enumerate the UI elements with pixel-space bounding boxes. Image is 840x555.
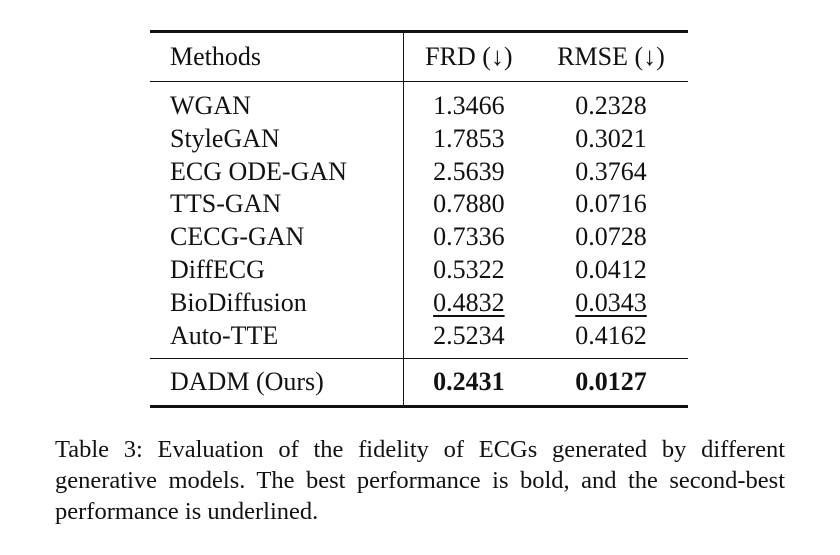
frd-cell: 0.5322 (433, 254, 505, 284)
method-cell: CECG-GAN (150, 221, 404, 254)
table-row: ECG ODE-GAN 2.5639 0.3764 (150, 155, 688, 189)
table-body: WGAN 1.3466 0.2328 StyleGAN 1.7853 0.302… (150, 81, 688, 359)
method-cell: StyleGAN (150, 122, 404, 156)
frd-cell: 2.5639 (433, 156, 505, 186)
table-row: WGAN 1.3466 0.2328 (150, 81, 688, 123)
rmse-cell: 0.0716 (575, 189, 647, 219)
rmse-value-underlined: 0.0343 (575, 287, 647, 317)
results-table: Methods FRD (↓) RMSE (↓) WGAN 1.3466 0.2… (150, 30, 688, 408)
method-cell: Auto-TTE (150, 319, 404, 359)
frd-cell: 0.7336 (433, 222, 505, 252)
rmse-cell: 0.3021 (575, 123, 647, 153)
frd-value-underlined: 0.4832 (433, 287, 505, 317)
table-row: DiffECG 0.5322 0.0412 (150, 253, 688, 287)
table-row: CECG-GAN 0.7336 0.0728 (150, 221, 688, 254)
header-frd: FRD (↓) (425, 41, 513, 71)
header-methods: Methods (150, 31, 404, 82)
rmse-cell: 0.4162 (575, 320, 647, 350)
table-row: BioDiffusion 0.4832 0.0343 (150, 286, 688, 320)
rmse-cell: 0.0728 (575, 222, 647, 252)
method-cell: WGAN (150, 81, 404, 123)
header-rmse: RMSE (↓) (557, 41, 665, 71)
frd-cell: 1.3466 (433, 91, 505, 120)
results-table-container: Methods FRD (↓) RMSE (↓) WGAN 1.3466 0.2… (150, 30, 688, 408)
frd-cell-second-best: 0.4832 (403, 287, 534, 320)
ours-section: DADM (Ours) 0.2431 0.0127 (150, 358, 688, 407)
table-row: StyleGAN 1.7853 0.3021 (150, 122, 688, 156)
table-row: TTS-GAN 0.7880 0.0716 (150, 188, 688, 222)
frd-cell: 0.7880 (433, 189, 505, 219)
frd-cell: 2.5234 (433, 320, 505, 350)
ours-rmse-best: 0.0127 (575, 366, 647, 396)
rmse-cell-second-best: 0.0343 (534, 287, 688, 320)
frd-cell: 1.7853 (433, 123, 505, 153)
table-caption: Table 3: Evaluation of the fidelity of E… (55, 436, 785, 525)
rmse-cell: 0.2328 (575, 91, 647, 120)
rmse-cell: 0.0412 (575, 254, 647, 284)
ours-row: DADM (Ours) 0.2431 0.0127 (150, 358, 688, 407)
table-header: Methods FRD (↓) RMSE (↓) (150, 31, 688, 82)
method-cell: ECG ODE-GAN (150, 155, 404, 189)
ours-method-cell: DADM (Ours) (150, 358, 404, 407)
header-row: Methods FRD (↓) RMSE (↓) (150, 31, 688, 82)
method-cell: DiffECG (150, 253, 404, 287)
method-cell: BioDiffusion (150, 286, 404, 320)
rmse-cell: 0.3764 (575, 156, 647, 186)
table-row: Auto-TTE 2.5234 0.4162 (150, 319, 688, 359)
method-cell: TTS-GAN (150, 188, 404, 222)
ours-frd-best: 0.2431 (433, 366, 505, 396)
